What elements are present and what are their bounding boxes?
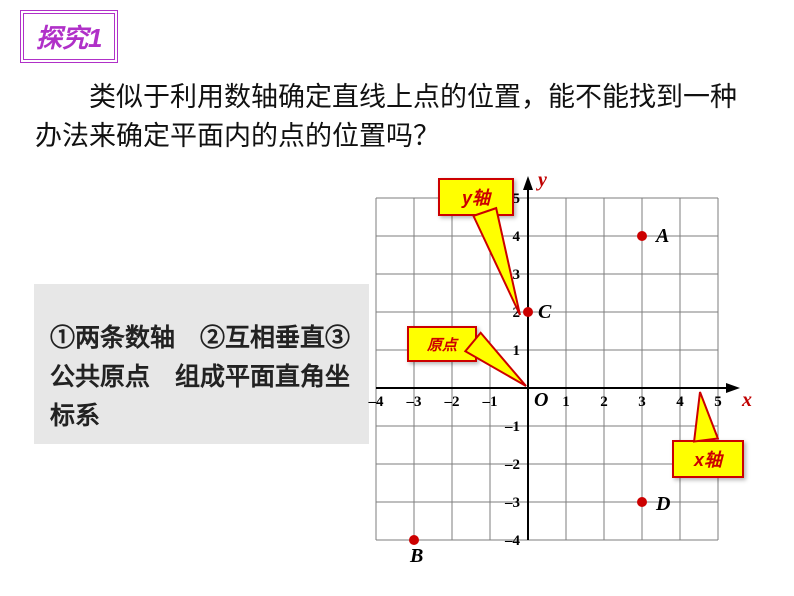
- callout-origin: 原点: [407, 326, 477, 362]
- callout-x-axis-label: x轴: [694, 446, 722, 472]
- svg-text:–3: –3: [406, 394, 422, 410]
- svg-text:y: y: [536, 170, 547, 191]
- svg-text:1: 1: [562, 394, 570, 410]
- svg-text:–1: –1: [504, 419, 520, 435]
- svg-text:D: D: [655, 493, 670, 515]
- badge-title: 探究1: [20, 10, 118, 63]
- svg-text:B: B: [409, 545, 423, 567]
- svg-text:–1: –1: [482, 394, 498, 410]
- svg-text:–4: –4: [504, 533, 521, 549]
- svg-text:O: O: [534, 389, 548, 411]
- svg-text:5: 5: [714, 394, 722, 410]
- callout-origin-label: 原点: [427, 334, 457, 355]
- svg-text:x: x: [741, 389, 752, 411]
- svg-text:3: 3: [513, 267, 521, 283]
- svg-text:A: A: [654, 225, 669, 247]
- svg-text:4: 4: [513, 229, 521, 245]
- callout-y-axis-label: y轴: [462, 184, 490, 210]
- callout-y-axis: y轴: [438, 178, 514, 216]
- question-text: 类似于利用数轴确定直线上点的位置，能不能找到一种办法来确定平面内的点的位置吗？: [35, 78, 755, 156]
- svg-text:2: 2: [513, 305, 521, 321]
- graph-svg: –4–3–2–112345–4–3–2–112345xyOACDB: [360, 170, 790, 590]
- svg-text:–2: –2: [444, 394, 460, 410]
- callout-x-axis: x轴: [672, 440, 744, 478]
- coordinate-graph: –4–3–2–112345–4–3–2–112345xyOACDB: [360, 170, 790, 590]
- svg-text:4: 4: [676, 394, 684, 410]
- svg-text:2: 2: [600, 394, 608, 410]
- svg-text:C: C: [538, 301, 552, 323]
- svg-text:–3: –3: [504, 495, 520, 511]
- definition-box: ①两条数轴 ②互相垂直③公共原点 组成平面直角坐标系: [34, 284, 369, 444]
- svg-text:3: 3: [638, 394, 646, 410]
- svg-text:1: 1: [513, 343, 521, 359]
- svg-text:–2: –2: [504, 457, 520, 473]
- svg-text:–4: –4: [368, 394, 385, 410]
